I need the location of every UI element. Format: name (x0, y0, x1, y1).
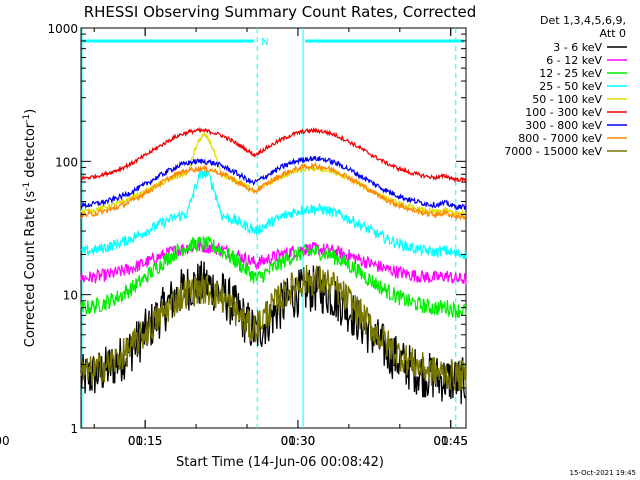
series-line (80, 168, 467, 260)
legend-entry-label: 300 - 800 keV (525, 119, 602, 132)
legend-entry-label: 6 - 12 keV (546, 54, 602, 67)
x-tick-label: 01:30 (281, 434, 316, 448)
x-tick-label: 01:15 (128, 434, 163, 448)
series-lines (80, 126, 467, 405)
x-tick-label: 00:15 (128, 434, 163, 448)
legend-entry-label: 25 - 50 keV (539, 80, 602, 93)
series-line (81, 156, 467, 210)
y-tick-label: 1000 (47, 22, 78, 36)
x-axis: 00:15 00:30 00:45 01:00 01:15 01:30 01:45 (0, 28, 468, 448)
y-axis-label-exp2: -1 (22, 114, 32, 123)
series-line (80, 264, 467, 392)
y-axis-label-mid: detector (23, 122, 38, 182)
footer-date: 15-Oct-2021 19:45 (570, 469, 636, 477)
y-axis-label-exp1: -1 (22, 182, 32, 191)
series-line (80, 240, 467, 285)
legend-entry-label: 100 - 300 keV (525, 106, 602, 119)
y-tick-label: 10 (63, 289, 78, 303)
y-tick-label: 1 (70, 422, 78, 436)
chart-title: RHESSI Observing Summary Count Rates, Co… (84, 3, 477, 21)
x-tick-label: 00:30 (281, 434, 316, 448)
legend-header-line2: Att 0 (600, 27, 626, 40)
y-tick-label: 100 (55, 155, 78, 169)
legend-entry-label: 12 - 25 keV (539, 67, 602, 80)
series-line (80, 126, 467, 184)
y-axis-label-main: Corrected Count Rate (s (23, 191, 38, 348)
plot-area (80, 27, 467, 429)
observing-flags: N (83, 37, 464, 48)
x-tick-label: 01:00 (0, 434, 10, 448)
legend-entry-label: 50 - 100 keV (532, 93, 602, 106)
legend-entry-label: 7000 - 15000 keV (504, 145, 602, 158)
legend-header-line1: Det 1,3,4,5,6,9, (540, 14, 626, 27)
y-axis: 1 10 100 1000 (47, 22, 466, 436)
series-line (81, 162, 467, 221)
x-tick-label: 00:45 (433, 434, 468, 448)
plot-frame (80, 27, 467, 429)
y-axis-label-end: ) (23, 109, 38, 114)
x-tick-label: 01:45 (433, 434, 468, 448)
flag-label-n: N (261, 37, 268, 48)
series-line (80, 260, 467, 405)
series-line (80, 234, 467, 319)
legend-entry-label: 3 - 6 keV (553, 41, 602, 54)
series-line (80, 132, 467, 218)
x-axis-label: Start Time (14-Jun-06 00:08:42) (176, 455, 384, 470)
y-axis-label: Corrected Count Rate (s-1 detector-1) (22, 109, 38, 347)
legend-entry-label: 800 - 7000 keV (518, 132, 602, 145)
